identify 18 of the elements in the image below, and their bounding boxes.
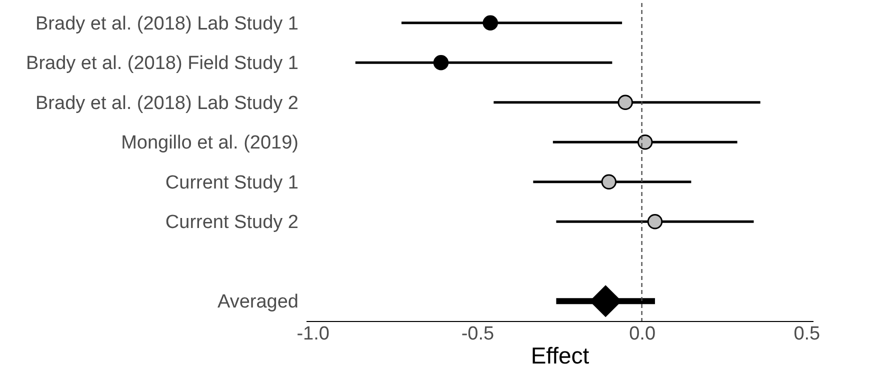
y-tick-label: Averaged	[218, 292, 298, 313]
x-tick-label: 0.0	[629, 324, 656, 344]
y-tick-label: Current Study 1	[165, 172, 298, 194]
x-tick-label: 0.5	[794, 324, 820, 344]
point	[433, 54, 449, 70]
point	[647, 214, 663, 230]
x-axis-title: Effect	[530, 342, 590, 368]
x-tick-label: -0.5	[461, 324, 494, 344]
point	[618, 94, 633, 110]
point	[637, 134, 653, 150]
point	[482, 15, 498, 31]
y-tick-label: Brady et al. (2018) Field Study 1	[26, 53, 298, 74]
y-tick-label: Brady et al. (2018) Lab Study 1	[36, 13, 298, 34]
x-tick-label: -1.0	[296, 324, 330, 344]
y-tick-label: Mongillo et al. (2019)	[121, 132, 298, 154]
y-tick-label: Brady et al. (2018) Lab Study 2	[36, 92, 298, 114]
y-tick-label: Current Study 2	[165, 212, 298, 234]
point	[601, 174, 617, 190]
